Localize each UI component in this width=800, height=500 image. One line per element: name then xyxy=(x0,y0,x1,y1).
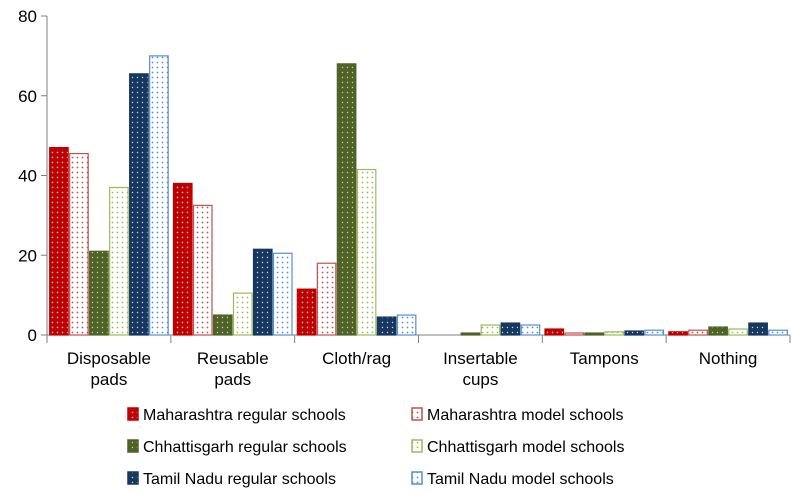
bar-0-1 xyxy=(69,152,89,336)
bars xyxy=(49,55,788,336)
bar-2-2 xyxy=(336,63,357,336)
x-tick-label: Cloth/rag xyxy=(322,349,391,368)
legend-label: Chhattisgarh model schools xyxy=(427,439,624,456)
bar-0-2 xyxy=(89,250,109,336)
bar-0-3 xyxy=(109,186,129,336)
bar-0-5 xyxy=(149,55,169,336)
x-tick-label: Nothing xyxy=(699,349,758,368)
bar-4-5 xyxy=(644,329,665,336)
legend-label: Maharashtra model schools xyxy=(427,407,624,424)
legend-swatch xyxy=(411,439,423,453)
bar-3-2 xyxy=(460,332,481,336)
bar-1-0 xyxy=(172,182,193,336)
bar-2-1 xyxy=(316,262,337,336)
bar-1-5 xyxy=(272,252,293,336)
bar-1-3 xyxy=(232,292,253,336)
bar-4-1 xyxy=(564,332,585,336)
bar-3-3 xyxy=(480,324,501,336)
legend-swatch xyxy=(411,471,423,485)
legend-label: Tamil Nadu regular schools xyxy=(143,471,336,488)
bar-2-4 xyxy=(376,316,397,336)
y-tick-label: 60 xyxy=(18,87,37,106)
bar-1-1 xyxy=(192,204,213,336)
legend-label: Maharashtra regular schools xyxy=(143,407,346,424)
bar-4-3 xyxy=(604,331,625,336)
legend-swatch xyxy=(127,439,139,453)
bar-2-0 xyxy=(296,288,317,336)
bar-5-1 xyxy=(688,329,708,336)
x-tick-label: Tampons xyxy=(570,349,639,368)
bar-1-2 xyxy=(212,314,233,336)
x-tick-label: Reusable pads xyxy=(197,349,269,389)
y-tick-label: 80 xyxy=(18,7,37,26)
bar-5-2 xyxy=(708,326,728,336)
x-tick-label: Insertable cups xyxy=(443,349,518,389)
bar-2-3 xyxy=(356,168,377,336)
legend-swatch xyxy=(127,471,139,485)
x-tick-label: Disposable pads xyxy=(67,349,151,389)
legend-label: Tamil Nadu model schools xyxy=(427,471,614,488)
bar-5-3 xyxy=(728,328,748,336)
bar-3-4 xyxy=(500,322,521,336)
bar-5-4 xyxy=(748,322,768,336)
legend-swatch xyxy=(411,407,423,421)
bar-4-2 xyxy=(584,332,605,336)
y-tick-label: 40 xyxy=(18,167,37,186)
bar-4-0 xyxy=(544,328,565,336)
bar-5-0 xyxy=(668,331,688,336)
legend-swatch xyxy=(127,407,139,421)
bar-4-4 xyxy=(624,330,645,336)
y-tick-label: 20 xyxy=(18,246,37,265)
bar-0-0 xyxy=(49,146,69,336)
axis-labels: 0 20 40 60 80 Disposable pads Reusable pads Cloth… xyxy=(18,7,757,389)
bar-5-5 xyxy=(768,329,788,336)
legend: Maharashtra regular schools Maharashtra m… xyxy=(127,407,624,488)
axes xyxy=(41,15,791,343)
bar-3-5 xyxy=(520,324,541,336)
y-tick-label: 0 xyxy=(28,326,37,345)
legend-label: Chhattisgarh regular schools xyxy=(143,439,347,456)
bar-2-5 xyxy=(396,314,417,336)
bar-0-4 xyxy=(129,73,149,336)
bar-1-4 xyxy=(252,248,273,336)
